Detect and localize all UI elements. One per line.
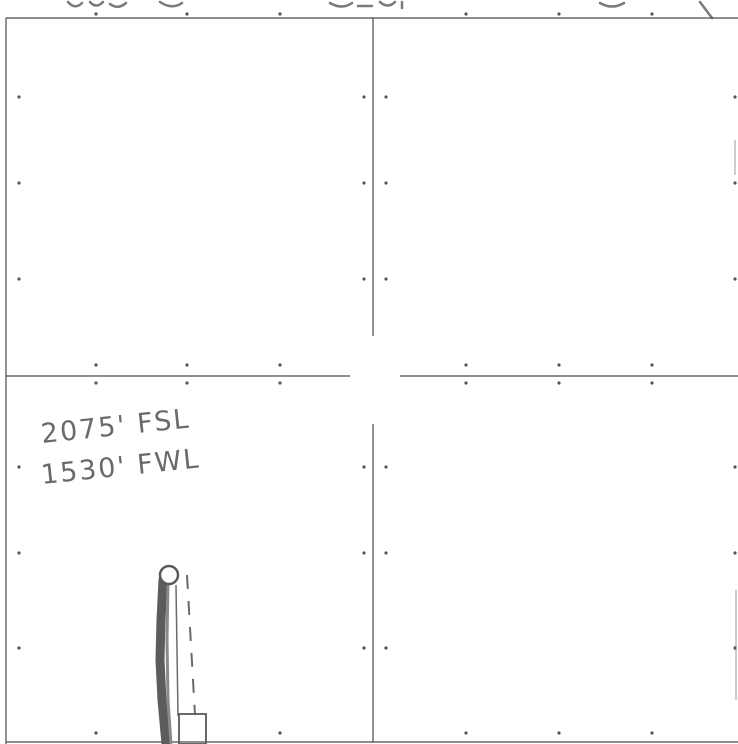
reference-dot [185, 12, 189, 16]
reference-dot [185, 381, 189, 385]
reference-dot [94, 12, 98, 16]
wellbore-trace [155, 575, 171, 744]
right-edge-marks [734, 140, 737, 700]
footage-line-1: 2075' FSL [39, 403, 191, 450]
reference-dot [94, 381, 98, 385]
reference-dot [733, 465, 737, 469]
section-grid [5, 17, 738, 744]
reference-dot [733, 181, 737, 185]
reference-dot [650, 363, 654, 367]
reference-dot [278, 381, 282, 385]
surface-location-circle [158, 564, 180, 586]
reference-dot [464, 12, 468, 16]
reference-dot [362, 277, 366, 281]
reference-dot [362, 465, 366, 469]
reference-dot [650, 731, 654, 735]
reference-dot [362, 646, 366, 650]
reference-dot [362, 95, 366, 99]
reference-dot [733, 277, 737, 281]
reference-dot [94, 363, 98, 367]
reference-dot [733, 646, 737, 650]
reference-dot [384, 551, 388, 555]
top-handwriting-fragments [66, 0, 714, 20]
reference-dot [650, 381, 654, 385]
reference-dot [384, 181, 388, 185]
reference-dot [384, 277, 388, 281]
reference-dot [384, 465, 388, 469]
reference-dot [17, 465, 21, 469]
reference-dot [278, 731, 282, 735]
reference-dot [557, 12, 561, 16]
reference-dot [362, 551, 366, 555]
reference-dot [17, 95, 21, 99]
reference-dot [733, 551, 737, 555]
reference-dot [278, 12, 282, 16]
reference-dot [17, 646, 21, 650]
reference-dot [733, 95, 737, 99]
reference-dot [464, 731, 468, 735]
reference-dot [17, 551, 21, 555]
dashed-offset-line [186, 574, 196, 716]
reference-dot [362, 181, 366, 185]
well-sketch [155, 564, 207, 744]
reference-dot [384, 95, 388, 99]
reference-dot [464, 381, 468, 385]
reference-dot [17, 277, 21, 281]
bottom-hole-box [178, 713, 207, 744]
reference-dot [278, 363, 282, 367]
reference-dot [17, 181, 21, 185]
reference-dot [94, 731, 98, 735]
reference-dots [17, 12, 737, 735]
reference-dot [650, 12, 654, 16]
reference-dot [557, 731, 561, 735]
reference-dot [464, 363, 468, 367]
reference-dot [185, 363, 189, 367]
reference-dot [557, 363, 561, 367]
reference-dot [384, 646, 388, 650]
reference-dot [557, 381, 561, 385]
footage-line-2: 1530' FWL [39, 443, 201, 491]
